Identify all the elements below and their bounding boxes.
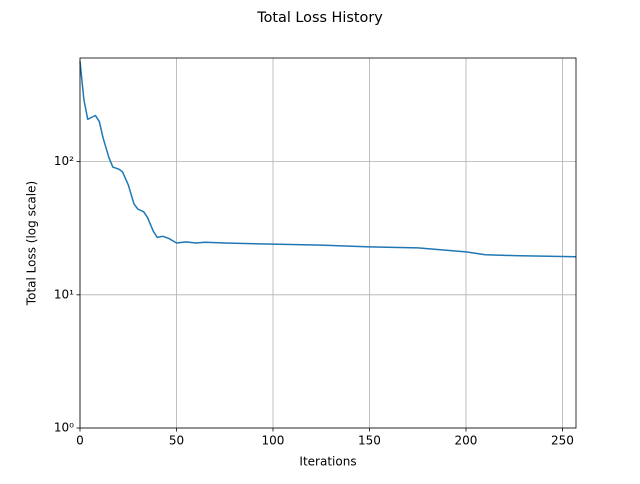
- x-tick-label: 250: [551, 434, 574, 448]
- x-axis-label: Iterations: [299, 455, 356, 469]
- y-tick-label: 10¹: [54, 287, 74, 301]
- y-tick-label: 10²: [54, 154, 74, 168]
- chart-title: Total Loss History: [256, 10, 383, 26]
- x-tick-label: 150: [358, 434, 381, 448]
- y-tick-label: 10⁰: [54, 421, 74, 435]
- x-tick-label: 50: [169, 434, 184, 448]
- x-tick-label: 0: [76, 434, 84, 448]
- plot-frame: [79, 57, 577, 429]
- x-tick-label: 200: [455, 434, 478, 448]
- y-axis-label: Total Loss (log scale): [25, 181, 39, 306]
- x-tick-label: 100: [262, 434, 285, 448]
- loss-line: [79, 61, 577, 258]
